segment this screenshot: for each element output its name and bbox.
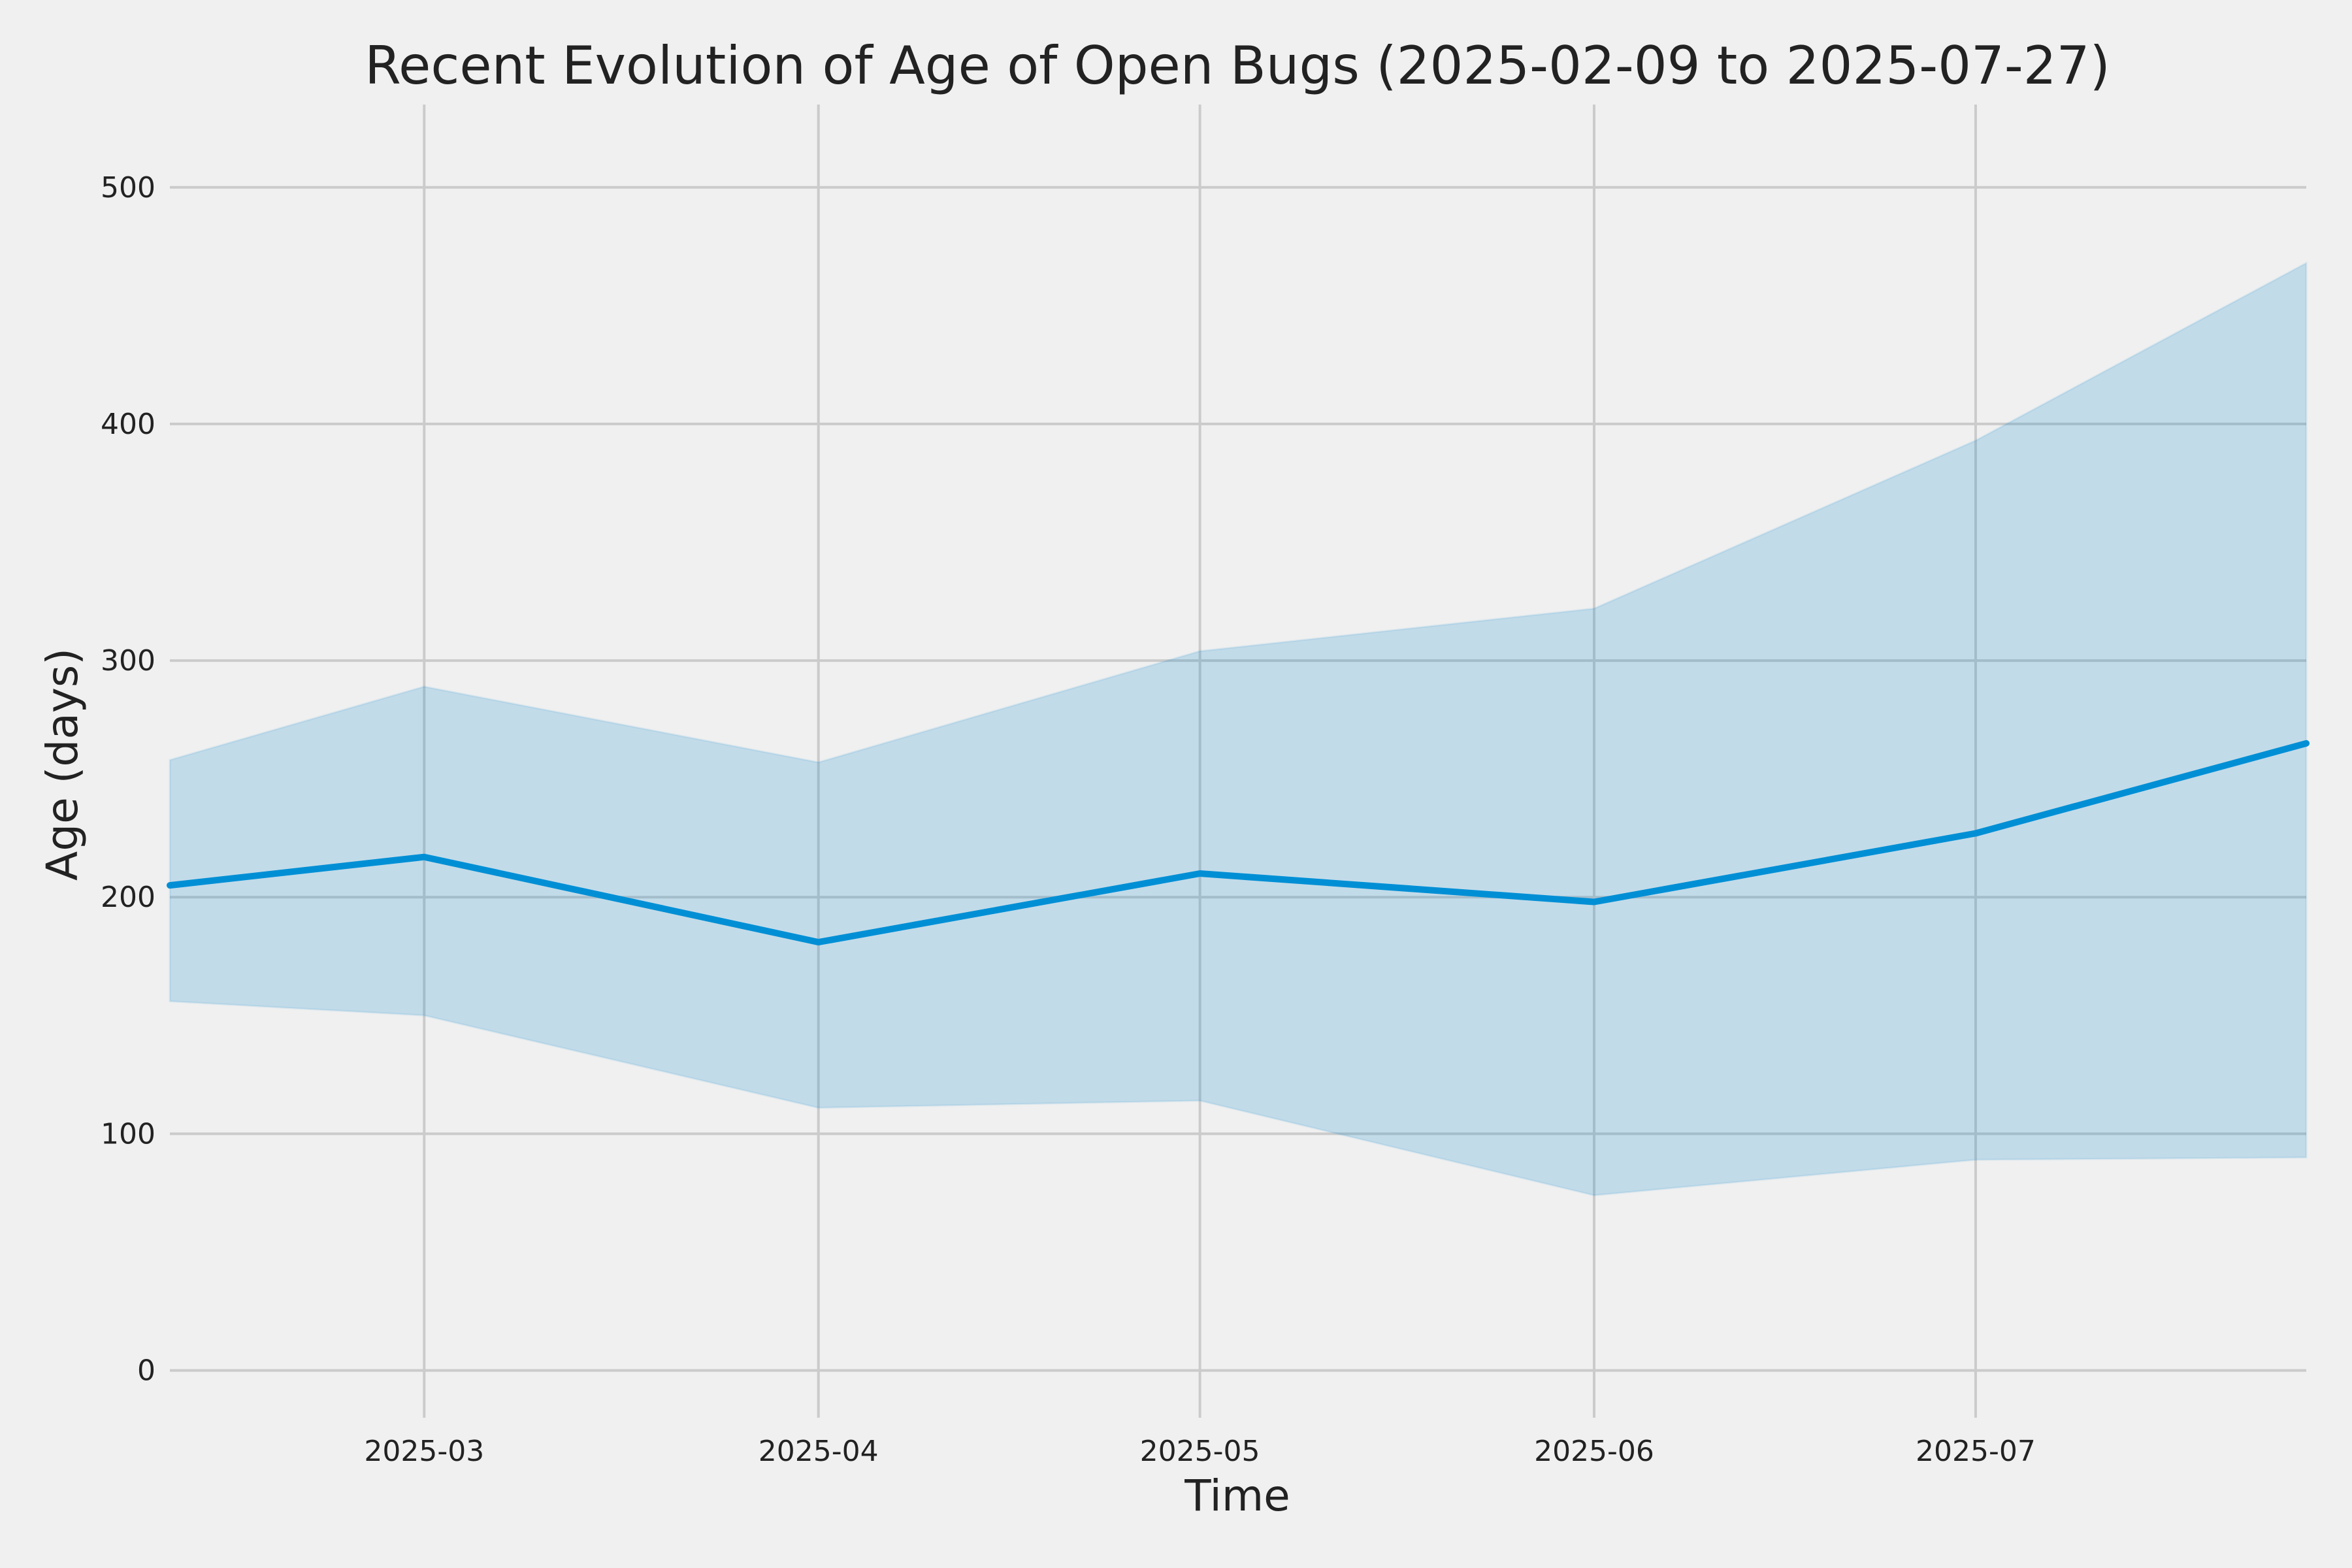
plot-area	[166, 261, 2310, 1197]
x-tick-label: 2025-04	[759, 1435, 879, 1468]
mean-age-line	[167, 740, 2310, 946]
mean-age-point	[166, 881, 174, 889]
y-tick-label: 200	[101, 881, 155, 914]
y-tick-label: 100	[101, 1117, 155, 1151]
x-tick-label: 2025-07	[1916, 1435, 2036, 1468]
x-axis-label: Time	[1184, 1471, 1290, 1521]
y-axis-label: Age (days)	[37, 648, 88, 881]
mean-age-point	[1590, 898, 1598, 906]
y-tick-label: 400	[101, 408, 155, 441]
y-tick-label: 500	[101, 171, 155, 204]
mean-age-point	[420, 853, 428, 861]
mean-age-point	[1196, 870, 1204, 877]
y-tick-label: 0	[137, 1354, 155, 1388]
mean-age-point	[2302, 740, 2310, 747]
age-range-band	[169, 261, 2308, 1197]
x-tick-label: 2025-06	[1534, 1435, 1654, 1468]
x-tick-label: 2025-05	[1140, 1435, 1260, 1468]
tick-labels: 0 100 200 300 400 500 2025-03 2025-04 2025-05 202…	[101, 171, 2036, 1468]
grid	[170, 105, 2306, 1418]
mean-age-point	[815, 938, 823, 946]
y-tick-label: 300	[101, 644, 155, 678]
chart-title: Recent Evolution of Age of Open Bugs (20…	[365, 35, 2110, 96]
x-tick-label: 2025-03	[364, 1435, 484, 1468]
mean-age-point	[1972, 829, 1980, 837]
